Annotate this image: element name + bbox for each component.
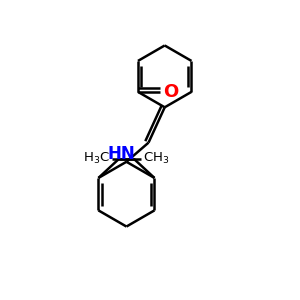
Text: H$_3$C: H$_3$C <box>82 151 109 166</box>
Text: HN: HN <box>107 145 135 163</box>
Text: CH$_3$: CH$_3$ <box>143 151 170 166</box>
Text: O: O <box>164 83 179 101</box>
